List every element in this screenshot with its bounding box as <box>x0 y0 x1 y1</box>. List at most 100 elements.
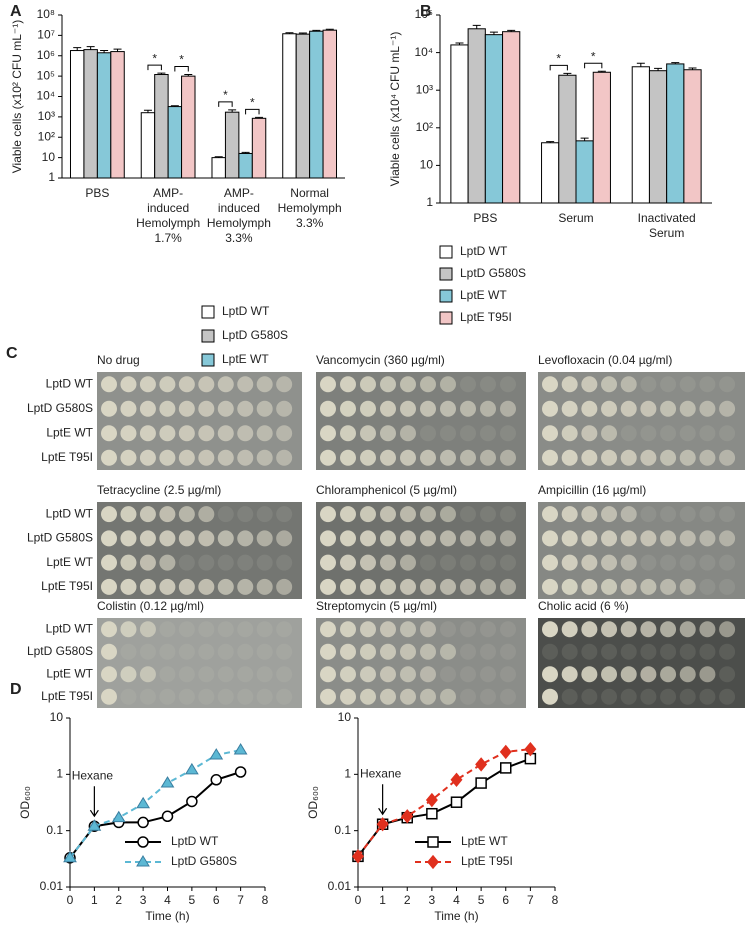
colony-spot <box>256 578 273 595</box>
colony-spot <box>237 643 254 660</box>
colony-spot <box>620 449 637 466</box>
colony-spot <box>640 554 657 571</box>
colony-spot <box>276 621 293 638</box>
bar <box>96 52 112 179</box>
colony-spot <box>256 400 273 417</box>
colony-spot <box>460 554 476 571</box>
colony-spot <box>620 666 637 683</box>
x-tick-label: 8 <box>552 893 559 907</box>
colony-spot <box>699 643 716 660</box>
colony-spot <box>480 666 496 683</box>
y-tick-label: 10⁴ <box>36 89 55 103</box>
error-bar <box>312 29 321 32</box>
strain-label: LptE WT <box>46 555 93 569</box>
colony-spot <box>380 425 396 442</box>
colony-spot <box>679 621 696 638</box>
y-tick-label: 10 <box>42 150 56 164</box>
colony-spot <box>101 578 117 595</box>
colony-spot <box>120 449 137 466</box>
colony-spot <box>237 376 254 393</box>
x-tick-label: 1 <box>379 893 386 907</box>
colony-spot <box>620 554 637 571</box>
colony-spot <box>256 530 273 547</box>
y-tick-label: 10² <box>416 120 433 134</box>
colony-spot <box>237 400 254 417</box>
colony-spot <box>480 449 496 466</box>
colony-spot <box>699 578 716 595</box>
colony-spot <box>217 578 234 595</box>
colony-spot <box>660 376 677 393</box>
colony-spot <box>120 554 137 571</box>
colony-spot <box>542 400 558 417</box>
colony-spot <box>360 554 376 571</box>
colony-spot <box>480 506 496 523</box>
colony-spot <box>581 554 598 571</box>
colony-spot <box>601 688 618 705</box>
legend-label: LptE T95I <box>461 854 513 868</box>
colony-spot <box>139 449 156 466</box>
colony-spot <box>480 376 496 393</box>
error-bar <box>455 42 464 45</box>
colony-spot <box>198 666 215 683</box>
x-axis-title: Time (h) <box>145 909 189 923</box>
colony-spot <box>581 506 598 523</box>
colony-spot <box>679 643 696 660</box>
y-tick-label: 10 <box>420 158 434 172</box>
x-tick-label: PBS <box>473 211 497 225</box>
colony-spot <box>380 578 396 595</box>
marker <box>137 816 149 829</box>
colony-spot <box>480 688 496 705</box>
colony-spot <box>620 530 637 547</box>
colony-spot <box>139 376 156 393</box>
colony-spot <box>561 643 578 660</box>
colony-spot <box>480 554 496 571</box>
colony-spot <box>699 400 716 417</box>
colony-spot <box>699 554 716 571</box>
colony-spot <box>719 643 736 660</box>
marker <box>450 796 463 808</box>
colony-spot <box>380 449 396 466</box>
error-bar <box>113 48 122 52</box>
colony-spot <box>217 506 234 523</box>
marker <box>524 741 537 757</box>
colony-spot <box>237 425 254 442</box>
y-tick-label: 10⁵ <box>37 68 55 82</box>
strain-label: LptE T95I <box>41 579 93 593</box>
colony-spot <box>178 643 195 660</box>
colony-spot <box>237 666 254 683</box>
colony-spot <box>679 530 696 547</box>
colony-spot <box>139 578 156 595</box>
y-tick-label: 10⁵ <box>415 7 433 21</box>
significance-label: * <box>556 52 561 66</box>
y-tick-label: 0.1 <box>334 823 351 837</box>
colony-spot <box>581 621 598 638</box>
marker <box>234 766 247 778</box>
significance-label: * <box>591 49 596 63</box>
colony-spot <box>217 621 234 638</box>
colony-spot <box>660 400 677 417</box>
y-tick-label: 10² <box>38 129 55 143</box>
colony-spot <box>198 688 215 705</box>
colony-spot <box>178 621 195 638</box>
marker <box>184 762 199 775</box>
colony-spot <box>256 425 273 442</box>
bar <box>69 50 85 179</box>
bar <box>541 142 560 204</box>
colony-spot <box>581 400 598 417</box>
legend-swatch <box>439 267 453 281</box>
x-tick-label: 6 <box>213 893 220 907</box>
colony-spot <box>276 449 293 466</box>
y-tick-label: 1 <box>56 767 63 781</box>
x-tick-label: 7 <box>237 893 244 907</box>
colony-spot <box>420 530 436 547</box>
colony-spot <box>460 449 476 466</box>
x-tick-label: 5 <box>189 893 196 907</box>
plate-title: Ampicillin (16 µg/ml) <box>538 483 646 497</box>
significance-bracket <box>147 64 162 71</box>
error-bar <box>86 46 95 50</box>
colony-spot <box>159 554 176 571</box>
significance-label: * <box>152 51 157 65</box>
colony-spot <box>380 376 396 393</box>
x-tick-label: 2 <box>115 893 122 907</box>
marker <box>63 850 77 863</box>
